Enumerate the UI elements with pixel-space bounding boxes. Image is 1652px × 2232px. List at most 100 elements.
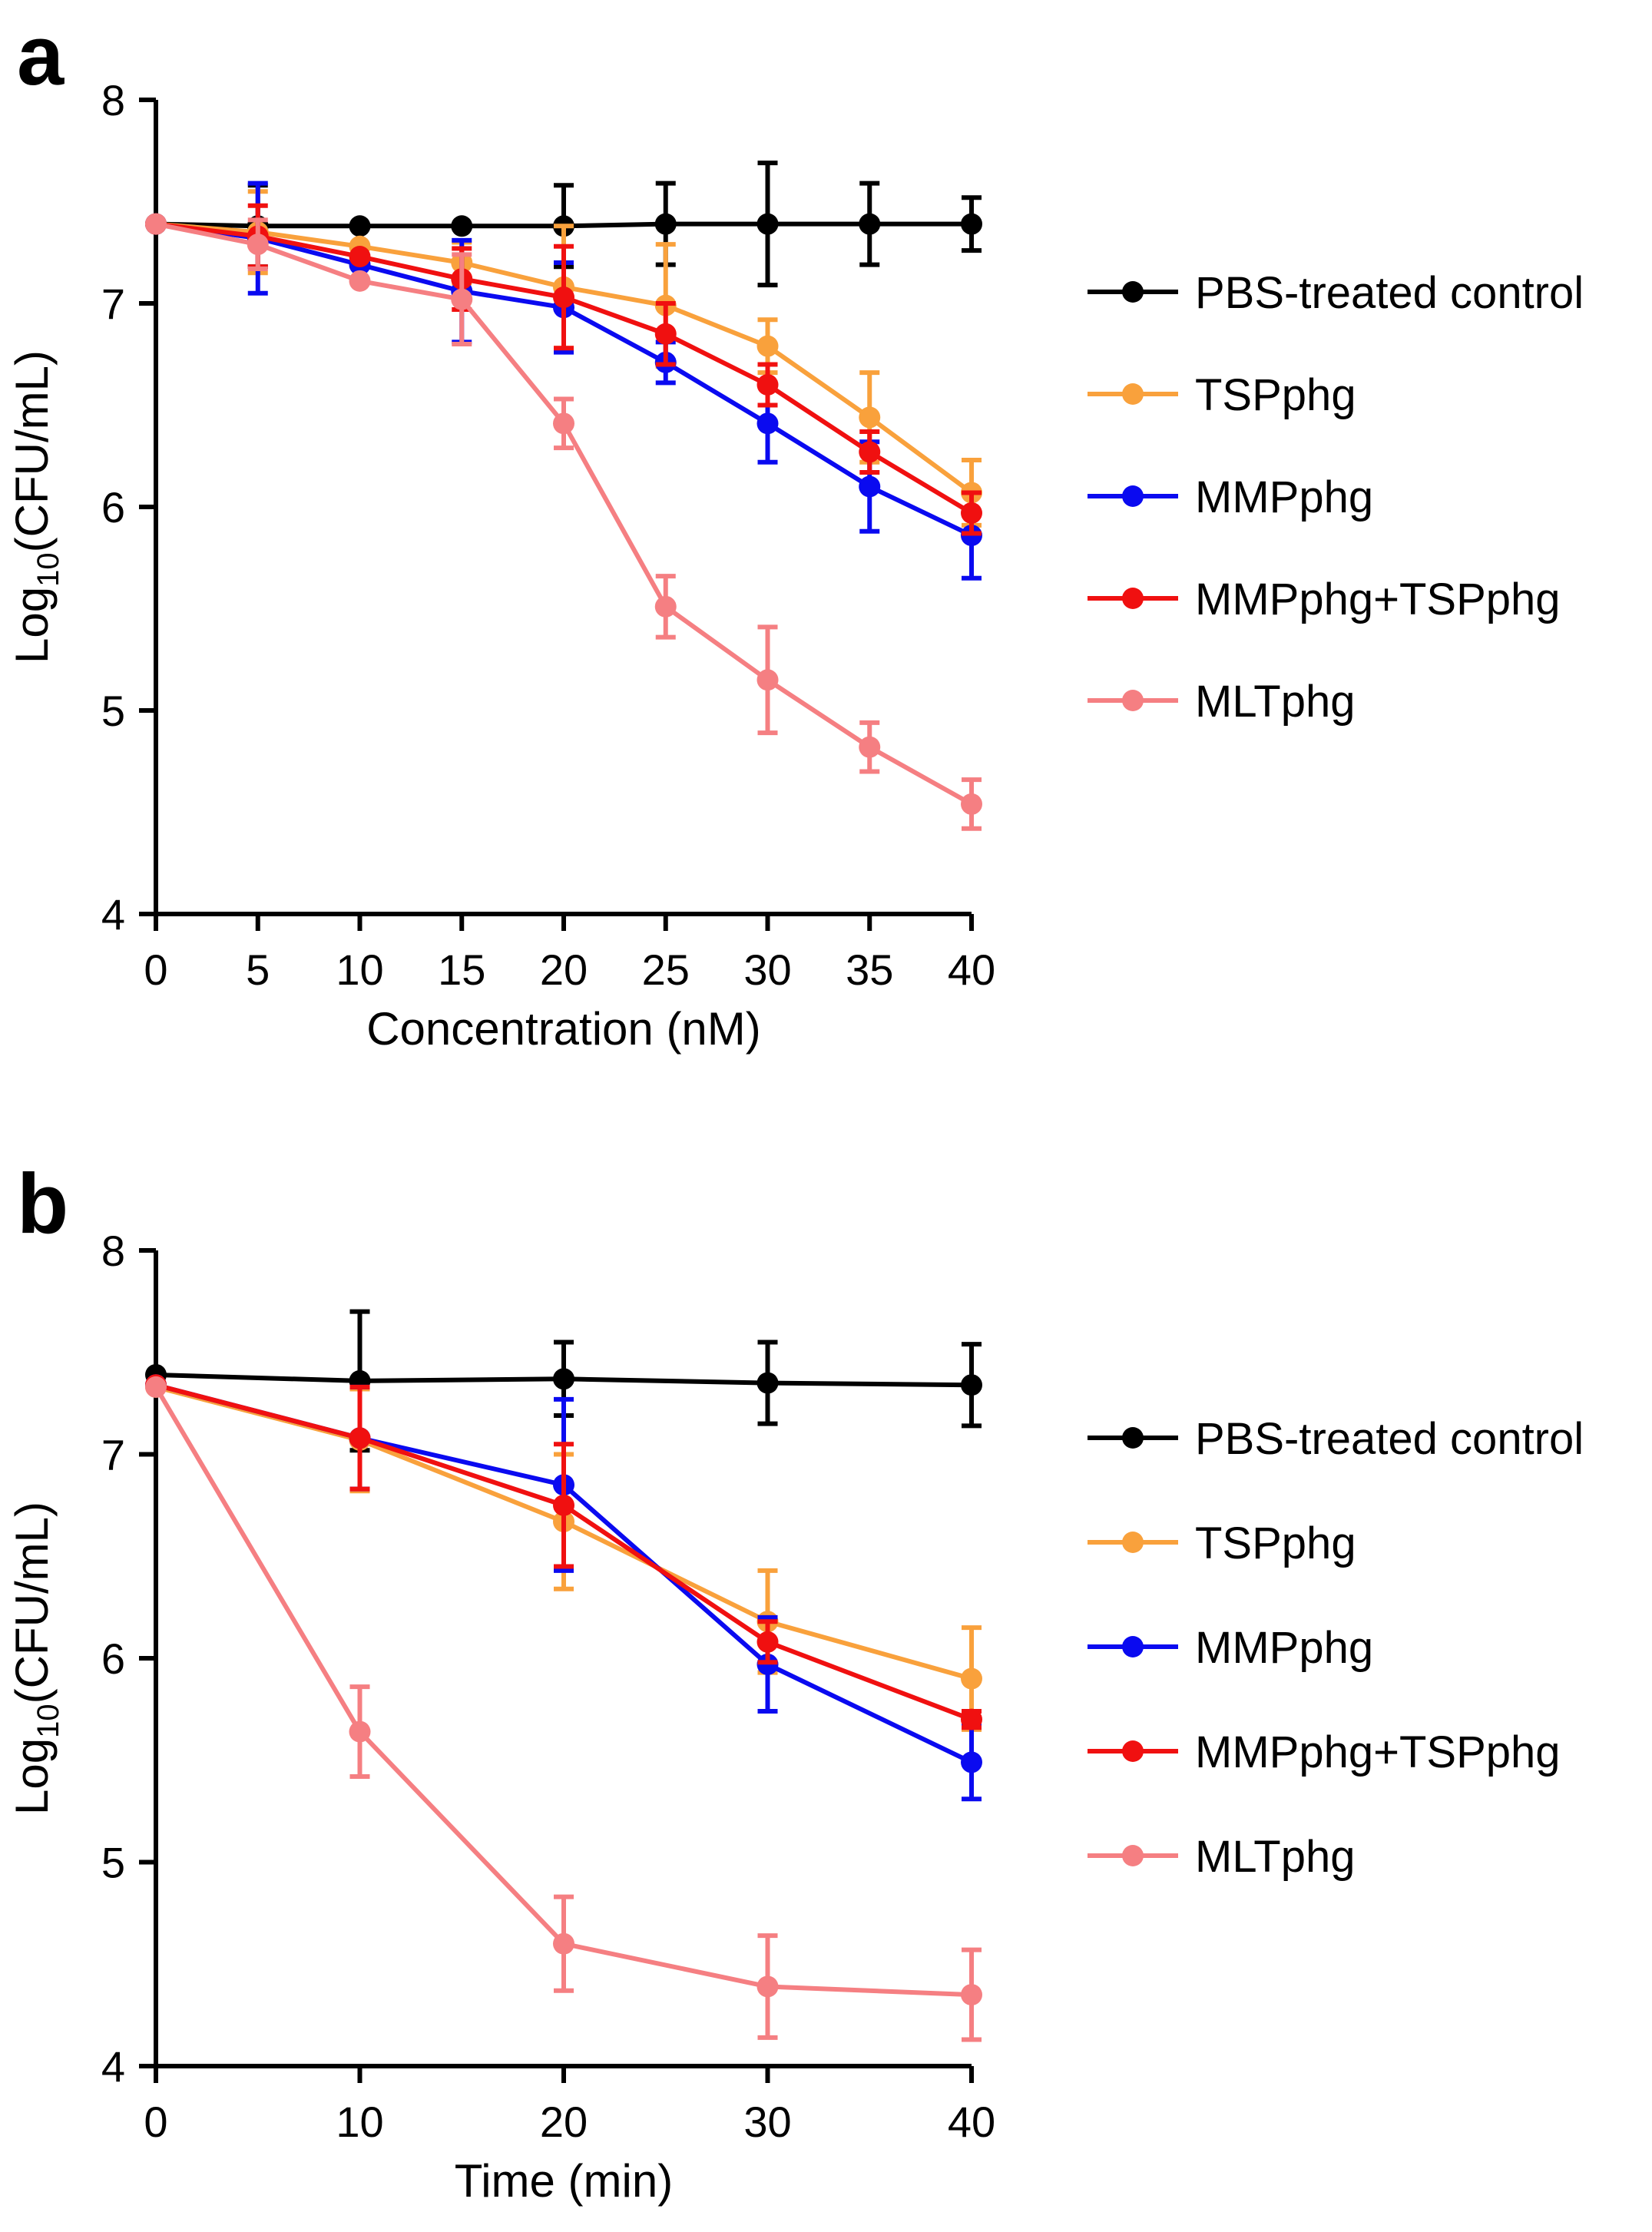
y-axis-label-subscript: 10 (31, 552, 65, 587)
data-point (349, 1427, 371, 1449)
legend: PBS-treated control TSPphg MMPphg MMPphg+TS… (1088, 268, 1584, 727)
data-point (553, 1368, 574, 1390)
legend-label: MMPphg (1195, 1623, 1373, 1673)
data-point (961, 1751, 982, 1773)
data-point (451, 288, 473, 310)
y-tick-label: 7 (101, 280, 125, 328)
data-point (961, 1984, 982, 2006)
series-mltphg (145, 213, 982, 831)
legend-item: MMPphg (1088, 1623, 1373, 1673)
panel-letter: a (17, 8, 65, 103)
legend-label: TSPphg (1195, 370, 1356, 420)
data-point (756, 1631, 779, 1653)
legend-marker (1122, 281, 1144, 303)
y-tick-label: 5 (101, 687, 125, 735)
y-tick-label: 8 (101, 76, 125, 124)
legend-marker (1122, 1427, 1144, 1449)
data-point (145, 1376, 167, 1398)
x-tick-label: 40 (948, 2098, 995, 2146)
x-tick-label: 20 (540, 2098, 588, 2146)
y-axis-label-base: Log (6, 587, 58, 664)
data-point (859, 406, 881, 429)
x-tick-label: 20 (540, 945, 588, 994)
y-axis-label-subscript: 10 (31, 1704, 65, 1738)
x-tick-label: 30 (743, 945, 791, 994)
data-point (756, 1975, 779, 1998)
data-point (756, 213, 779, 235)
y-axis-label: Log10(CFU/mL) (6, 1502, 65, 1815)
legend-label: PBS-treated control (1195, 268, 1584, 318)
legend-label: MLTphg (1195, 677, 1355, 727)
legend-item: MMPphg+TSPphg (1088, 575, 1561, 624)
y-tick-label: 8 (101, 1227, 125, 1275)
data-point (961, 213, 982, 235)
data-point (859, 475, 881, 498)
legend-item: MMPphg (1088, 472, 1373, 522)
x-tick-label: 0 (144, 2098, 167, 2146)
legend-label: PBS-treated control (1195, 1414, 1584, 1464)
legend-marker (1122, 1636, 1144, 1657)
legend-marker (1122, 588, 1144, 609)
y-tick-label: 5 (101, 1839, 125, 1887)
legend-item: TSPphg (1088, 370, 1356, 420)
legend-marker (1122, 485, 1144, 507)
series-mmpphg-tspphg (145, 1374, 982, 1730)
legend-item: MMPphg+TSPphg (1088, 1727, 1561, 1777)
data-point (349, 1720, 371, 1743)
legend-label: TSPphg (1195, 1518, 1356, 1568)
legend-label: MMPphg+TSPphg (1195, 1727, 1561, 1777)
data-point (859, 213, 881, 235)
data-point (553, 1932, 574, 1955)
legend-marker (1122, 383, 1144, 405)
data-point (247, 233, 269, 256)
x-axis-label: Time (min) (455, 2155, 673, 2207)
x-tick-label: 25 (642, 945, 690, 994)
panel-letter: b (17, 1157, 68, 1251)
data-point (451, 215, 473, 237)
data-point (961, 1708, 982, 1730)
data-point (553, 286, 574, 309)
x-tick-label: 10 (336, 945, 383, 994)
legend-marker (1122, 690, 1144, 711)
y-tick-label: 6 (101, 1634, 125, 1683)
series-mltphg (145, 1376, 982, 2042)
y-tick-label: 4 (101, 2042, 125, 2091)
data-point (553, 412, 574, 435)
data-point (961, 793, 982, 815)
legend-label: MMPphg (1195, 472, 1373, 522)
chart-panel-b: b 0 10 20 30 40 4 5 6 7 8 Time (min) Log10(CFU/mL) PB… (6, 1157, 1584, 2207)
data-point (349, 215, 371, 237)
data-point (349, 246, 371, 268)
data-point (756, 335, 779, 357)
y-tick-label: 4 (101, 890, 125, 939)
data-point (654, 213, 677, 235)
y-tick-label: 6 (101, 483, 125, 532)
legend-item: PBS-treated control (1088, 268, 1584, 318)
legend-item: PBS-treated control (1088, 1414, 1584, 1464)
legend-label: MLTphg (1195, 1832, 1355, 1882)
data-point (756, 1372, 779, 1394)
y-tick-label: 7 (101, 1431, 125, 1479)
data-point (859, 441, 881, 463)
x-tick-label: 40 (948, 945, 995, 994)
y-axis-label-unit: (CFU/mL) (6, 350, 58, 552)
data-point (859, 736, 881, 758)
legend-marker (1122, 1845, 1144, 1866)
x-tick-label: 5 (246, 945, 270, 994)
legend-label: MMPphg+TSPphg (1195, 575, 1561, 624)
x-tick-label: 10 (336, 2098, 383, 2146)
data-point (756, 669, 779, 691)
data-point (654, 595, 677, 618)
y-axis-label: Log10(CFU/mL) (6, 350, 65, 664)
x-tick-label: 35 (846, 945, 893, 994)
x-tick-label: 30 (743, 2098, 791, 2146)
y-axis-label-unit: (CFU/mL) (6, 1502, 58, 1704)
data-point (349, 270, 371, 292)
data-point (961, 502, 982, 524)
legend: PBS-treated control TSPphg MMPphg MMPphg+TS… (1088, 1414, 1584, 1882)
legend-item: MLTphg (1088, 677, 1355, 727)
legend-item: MLTphg (1088, 1832, 1355, 1882)
data-point (553, 1494, 574, 1516)
